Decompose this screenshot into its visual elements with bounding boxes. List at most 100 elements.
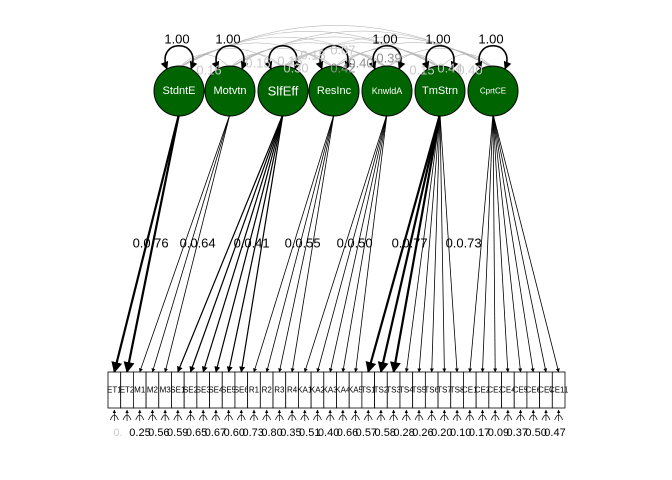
loading-edge — [492, 113, 560, 373]
residual-label: 0.67 — [205, 427, 226, 439]
latent-nodes: StdntE Motvtn SlfEff ResInc KnwldA TmStrn Cprt… — [153, 65, 519, 117]
latent-circle — [467, 65, 519, 117]
covariance-label: 0.42 — [330, 61, 355, 76]
residual-label: 0.26 — [412, 427, 433, 439]
covariance-label: 0.39 — [376, 51, 401, 66]
loading-edge — [303, 113, 388, 373]
latent-node-cprtce: CprtCE — [467, 65, 519, 117]
latent-node-knwlda: KnwldA — [361, 65, 413, 117]
variance-loop — [315, 45, 353, 70]
residual-label: 0.59 — [167, 427, 188, 439]
loading-label: 0.55 — [295, 236, 320, 251]
covariance-label: 0.18 — [300, 48, 325, 63]
loading-edge — [439, 113, 459, 373]
loading-label: 0.41 — [244, 236, 269, 251]
latent-circle — [308, 65, 360, 117]
indicator-label: R1 — [249, 386, 260, 395]
indicator-label: CE6 — [525, 386, 541, 395]
indicator-label: CE1 — [462, 386, 478, 395]
latent-circle — [257, 65, 309, 117]
loading-label-prefix: 0. — [285, 236, 296, 251]
variance-loop — [421, 45, 459, 70]
covariance-arc — [229, 48, 335, 69]
indicator-label: TS5 — [412, 386, 427, 395]
latent-node-slfeff: SlfEff — [257, 65, 309, 117]
covariance-arc — [386, 48, 494, 69]
covariance-label: 0.44 — [437, 61, 462, 76]
indicator-label: M1 — [134, 386, 146, 395]
indicator-label: KA1 — [297, 386, 313, 395]
indicator-node-se6: SE6 — [234, 371, 250, 409]
loading-edge — [365, 113, 442, 374]
loading-label: 0.50 — [347, 236, 372, 251]
indicator-label: CE4 — [500, 386, 516, 395]
covariance-arc — [229, 42, 388, 69]
covariance-label: 0.07 — [330, 43, 355, 58]
variance-label: 1.00 — [425, 32, 450, 47]
indicator-node-ce1: CE1 — [462, 371, 478, 409]
loading-label: 0.77 — [402, 236, 427, 251]
indicator-label: CE5 — [513, 386, 529, 395]
indicator-node-ce6: CE6 — [525, 371, 542, 409]
residual-label: 0.20 — [431, 427, 452, 439]
indicator-label: SE6 — [234, 386, 250, 395]
covariance-label: 0.15 — [245, 56, 270, 71]
covariance-label: 0.40 — [457, 63, 482, 78]
indicator-label: TS3 — [386, 386, 401, 395]
variance-label: 1.00 — [215, 32, 240, 47]
loading-edge — [353, 113, 388, 373]
loading-edge — [480, 113, 494, 373]
residual-label: 0.28 — [393, 427, 414, 439]
residual-label: 0.80 — [261, 427, 282, 439]
loading-label-prefix: 0. — [133, 236, 144, 251]
loading-edge — [316, 113, 388, 373]
indicator-label: M2 — [147, 386, 159, 395]
variance-loop — [474, 45, 512, 70]
covariance-arc — [178, 36, 388, 69]
indicator-node-m1: M1 — [132, 371, 147, 409]
residual-label: 0.65 — [186, 427, 207, 439]
covariance-arc — [333, 48, 441, 69]
covariance-label: 0.15 — [409, 63, 434, 78]
residual-label: 0.37 — [507, 427, 528, 439]
residual-label: 0.17 — [469, 427, 490, 439]
latent-node-stdnte: StdntE — [153, 65, 205, 117]
indicator-label: TS6 — [424, 386, 439, 395]
covariance-label: 0.30 — [283, 61, 308, 76]
loading-edge — [123, 113, 181, 374]
indicator-node-ka5: KA5 — [348, 371, 364, 409]
covariance-arc — [229, 30, 494, 69]
indicator-label: SE4 — [208, 386, 224, 395]
residual-label: 0.66 — [337, 427, 358, 439]
loading-edge — [201, 113, 284, 373]
loading-edge — [189, 113, 284, 373]
indicator-label: R2 — [262, 386, 273, 395]
covariance-label: 0.40 — [348, 56, 373, 71]
residual-label: 0.35 — [280, 427, 301, 439]
loading-label-prefix: 0. — [446, 236, 457, 251]
indicator-label: ET2 — [120, 386, 135, 395]
covariance-arc — [178, 42, 335, 69]
indicator-label: TS1 — [361, 386, 376, 395]
loading-edges — [111, 113, 560, 374]
latent-variance-loops — [160, 45, 512, 70]
loading-edge — [341, 113, 388, 373]
loading-edge — [389, 113, 442, 374]
indicator-node-r3: R3 — [272, 371, 287, 409]
indicator-label: KA4 — [335, 386, 351, 395]
indicator-label: TS4 — [399, 386, 414, 395]
loading-edge — [239, 113, 284, 373]
latent-circle — [361, 65, 413, 117]
loading-edge — [404, 113, 441, 373]
latent-node-resinc: ResInc — [308, 65, 360, 117]
latent-circle — [153, 65, 205, 117]
loading-edge — [492, 113, 523, 373]
indicator-node-r2: R2 — [259, 371, 274, 409]
loading-edge — [492, 113, 548, 373]
loading-edge — [439, 113, 447, 373]
loading-edge — [164, 113, 231, 373]
loading-edge — [290, 113, 335, 373]
loading-edge — [265, 113, 335, 373]
loading-edge — [214, 113, 284, 373]
